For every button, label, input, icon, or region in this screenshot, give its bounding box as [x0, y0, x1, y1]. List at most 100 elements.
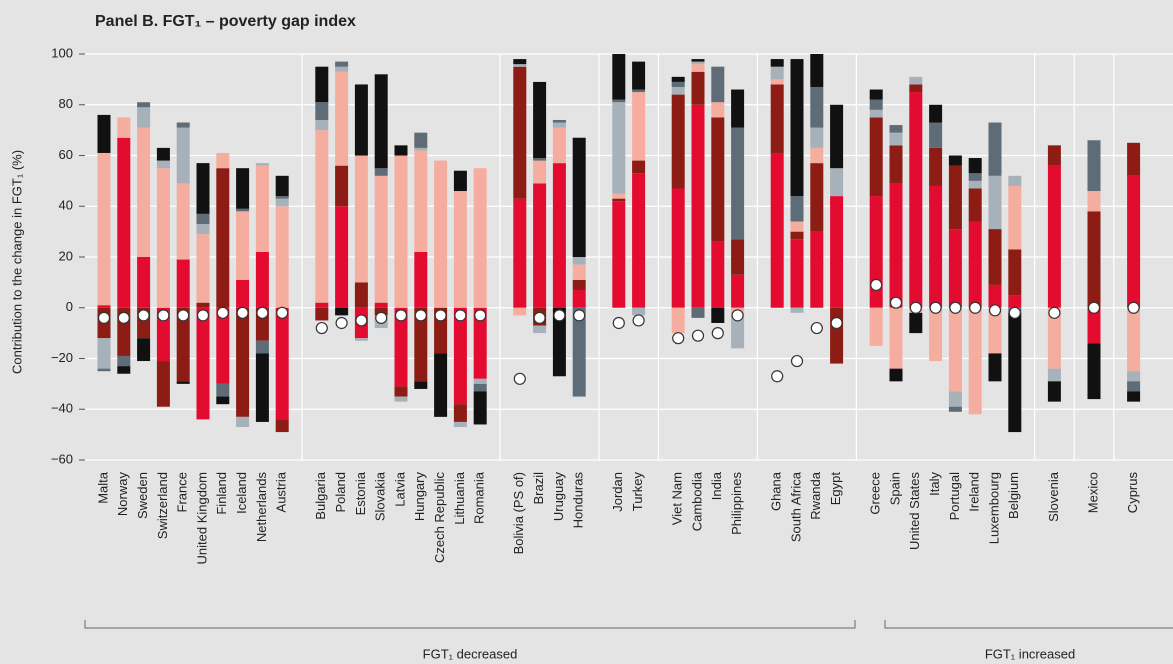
y-tick-label: 100 [51, 45, 73, 60]
x-tick-label: India [709, 471, 724, 500]
bar-segment [810, 163, 824, 232]
bar-segment [414, 147, 428, 151]
bar-segment [671, 307, 685, 334]
bar-segment [889, 125, 903, 133]
bar-segment [572, 137, 586, 257]
total-marker [1087, 301, 1101, 314]
y-tick-label: −20 [51, 350, 73, 365]
total-marker [216, 306, 229, 319]
bar-segment [453, 307, 467, 405]
bar-segment [414, 307, 428, 382]
bar-segment [632, 160, 646, 174]
x-tick-label: Austria [274, 471, 289, 512]
bar-segment [1087, 211, 1101, 308]
bar-segment [176, 259, 190, 308]
bar-segment [889, 145, 903, 184]
bar-segment [948, 307, 962, 392]
bar-segment [513, 64, 527, 67]
x-tick-label: Czech Republic [432, 472, 447, 564]
bar-segment [790, 239, 804, 308]
bar-segment [572, 264, 586, 280]
bar-segment [533, 158, 547, 161]
bar-segment [968, 173, 982, 181]
bar-segment [869, 109, 883, 118]
bar-segment [830, 104, 844, 169]
bar-segment [255, 251, 269, 308]
x-tick-label: Malta [95, 471, 110, 504]
bar-segment [156, 168, 170, 308]
bar-segment [196, 213, 210, 225]
bar-segment [137, 107, 151, 128]
bar-segment [275, 206, 289, 308]
bar-segment [790, 196, 804, 222]
total-marker [236, 306, 249, 319]
x-tick-label: Cyprus [1125, 472, 1140, 514]
bar-segment [889, 183, 903, 308]
bar-segment [414, 381, 428, 389]
bar-segment [473, 391, 487, 425]
y-tick-label: −40 [51, 401, 73, 416]
bar-segment [691, 64, 705, 72]
bar-segment [513, 66, 527, 199]
bar-segment [731, 239, 745, 275]
bar-segment [354, 338, 368, 341]
total-marker [790, 354, 804, 368]
total-marker [533, 311, 546, 324]
total-marker [810, 321, 823, 335]
bar-segment [513, 307, 527, 316]
bar-segment [691, 59, 705, 62]
bar-segment [434, 160, 448, 308]
bar-segment [117, 355, 131, 367]
bar-segment [810, 147, 824, 164]
bar-segment [176, 307, 190, 382]
total-marker [394, 309, 408, 322]
x-tick-label: Egypt [828, 472, 843, 506]
total-marker [711, 327, 724, 340]
bar-segment [533, 183, 547, 308]
x-tick-label: Iceland [234, 472, 249, 514]
y-tick-label: −60 [51, 451, 73, 466]
bar-segment [315, 302, 329, 308]
bar-segment [335, 71, 349, 166]
bar-segment [255, 340, 269, 354]
bar-segment [988, 307, 1002, 354]
bar-segment [711, 117, 725, 242]
bar-segment [1087, 140, 1101, 192]
bar-segment [97, 152, 111, 306]
bar-segment [691, 307, 705, 318]
bar-segment [869, 99, 883, 110]
bar-segment [1087, 191, 1101, 212]
x-tick-label: Bulgaria [313, 471, 328, 519]
x-tick-label: Estonia [353, 471, 368, 515]
total-marker [909, 301, 922, 314]
bar-segment [236, 168, 250, 209]
total-marker [414, 309, 427, 322]
bar-segment [374, 307, 388, 316]
bar-segment [909, 84, 923, 93]
bar-segment [414, 132, 428, 148]
bar-segment [216, 152, 230, 169]
bar-segment [1047, 381, 1061, 402]
bar-segment [354, 84, 368, 156]
bar-segment [612, 198, 626, 202]
bar-segment [632, 89, 646, 93]
bar-segment [632, 92, 646, 161]
total-marker [889, 296, 903, 309]
bar-segment [1008, 175, 1022, 186]
bar-segment [691, 61, 705, 65]
bar-segment [1087, 307, 1101, 344]
bar-segment [929, 122, 943, 148]
bar-segment [889, 368, 903, 382]
bar-segment [374, 74, 388, 169]
total-marker [375, 311, 388, 324]
bar-segment [335, 307, 349, 316]
bar-segment [533, 325, 547, 334]
bar-segment [731, 315, 745, 349]
total-marker [256, 306, 269, 319]
x-tick-label: Luxembourg [986, 472, 1001, 544]
bar-segment [869, 307, 883, 346]
bar-segment [216, 396, 230, 405]
bracket [884, 620, 1173, 629]
bar-segment [473, 168, 487, 308]
bar-segment [335, 61, 349, 67]
